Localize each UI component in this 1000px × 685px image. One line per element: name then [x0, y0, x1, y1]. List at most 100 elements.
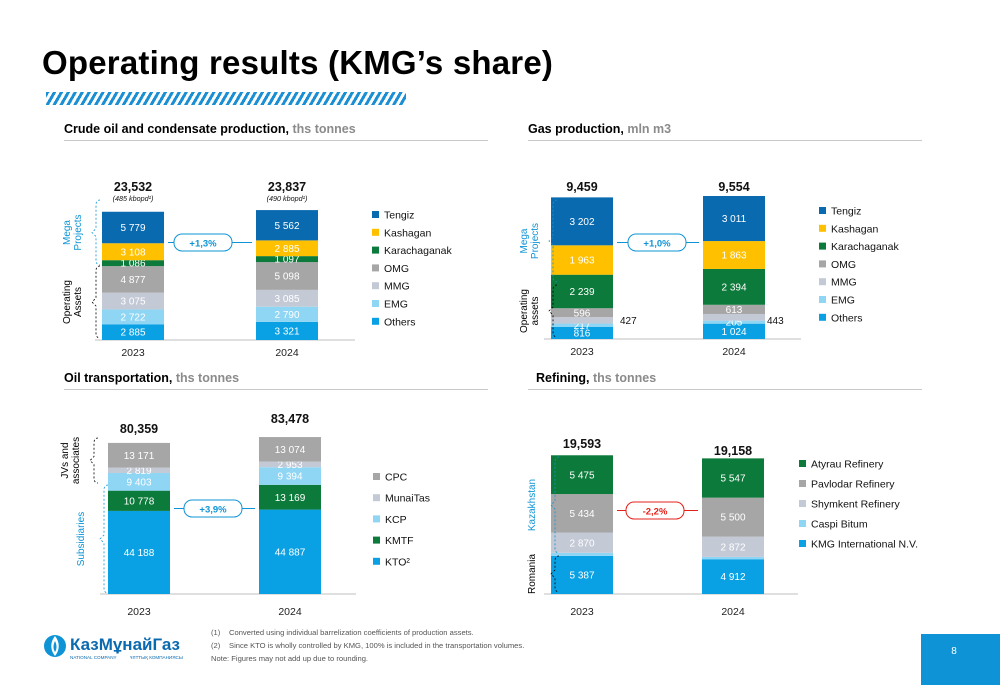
crude-legend-swatch: [372, 211, 379, 218]
gas-legend-swatch: [819, 242, 826, 250]
gas-year-label: 2024: [722, 346, 746, 358]
transport-group-label: Subsidiaries: [76, 512, 87, 566]
crude-data-label: 5 562: [274, 221, 299, 232]
refining-legend-label: Atyrau Refinery: [811, 459, 884, 471]
crude-bar-2023-omg: [102, 266, 164, 293]
refining-group-bracket: [550, 456, 560, 554]
logo-wordmark: КазМұнайГаз: [70, 635, 180, 654]
company-logo: КазМұнайГаз NATIONAL COMPANY ҰЛТТЫҚ КОМП…: [44, 635, 183, 660]
gas-data-label: 1 024: [721, 327, 746, 338]
footnotes: (1) Converted using individual barrelizat…: [211, 626, 524, 665]
refining-bar-2024-kmg-international-n-v-: [702, 559, 764, 594]
refining-bar-2023-pavlodar-refinery: [551, 494, 613, 533]
transport-data-label: 44 188: [124, 548, 155, 559]
crude-legend-swatch: [372, 264, 379, 272]
refining-bar-2024-atyrau-refinery: [702, 458, 764, 498]
crude-total-note: (490 kbopd¹): [267, 194, 308, 203]
gas-section-title: Gas production, mln m3: [528, 122, 672, 136]
gas-group-label: Mega: [519, 228, 530, 253]
crude-total-note: (485 kbopd¹): [113, 194, 154, 203]
refining-data-label: 5 434: [569, 509, 594, 520]
transport-bar-2023-kto-: [108, 510, 170, 594]
transport-total-label: 83,478: [271, 412, 309, 426]
transport-legend-swatch: [373, 536, 380, 544]
transport-group-bracket: [99, 484, 109, 594]
gas-legend-label: Karachaganak: [831, 241, 899, 253]
title-stripe-decoration: [46, 92, 406, 105]
gas-side-label: 427: [620, 316, 637, 327]
gas-data-label: 1 863: [721, 251, 746, 262]
refining-group-label: Kazakhstan: [527, 479, 538, 531]
footnote-note: Note: Figures may not add up due to roun…: [211, 654, 369, 663]
gas-data-label: 613: [726, 305, 743, 316]
crude-legend-swatch: [372, 228, 379, 236]
gas-data-label: 1 963: [569, 256, 594, 267]
transport-total-label: 80,359: [120, 422, 158, 436]
gas-bar-2024-tengiz: [703, 195, 765, 242]
crude-year-label: 2023: [121, 347, 145, 359]
refining-data-label: 4 912: [720, 572, 745, 583]
crude-year-label: 2024: [275, 347, 299, 359]
logo-sub-right: ҰЛТТЫҚ КОМПАНИЯСЫ: [130, 655, 183, 660]
gas-data-label: 217: [574, 321, 591, 332]
crude-section-title: Crude oil and condensate production, ths…: [64, 122, 356, 136]
crude-bar-2024-emg: [256, 306, 318, 322]
gas-legend-label: MMG: [831, 277, 857, 289]
gas-legend-swatch: [819, 224, 826, 232]
crude-change-label: +1,3%: [189, 238, 217, 249]
crude-legend-swatch: [372, 282, 379, 290]
refining-data-label: 5 500: [720, 513, 745, 524]
refining-legend-label: KMG International N.V.: [811, 539, 918, 551]
gas-group-bracket: [548, 284, 558, 338]
gas-group-label: Operating: [519, 289, 530, 333]
transport-legend-label: KMTF: [385, 535, 414, 547]
gas-bar-2024-kashagan: [703, 241, 765, 269]
refining-data-label: 5 547: [720, 474, 745, 485]
gas-group-label: Projects: [530, 223, 541, 259]
gas-side-label: 443: [767, 316, 784, 327]
crude-legend-label: Tengiz: [384, 210, 414, 222]
gas-legend-swatch: [819, 207, 826, 214]
crude-total-label: 23,532: [114, 180, 152, 194]
refining-total-label: 19,593: [563, 437, 601, 451]
footnote-1: (1) Converted using individual barrelizat…: [211, 628, 474, 637]
transport-data-label: 2 819: [126, 466, 151, 477]
gas-bar-2023-emg: [551, 323, 613, 327]
refining-bar-2024-pavlodar-refinery: [702, 497, 764, 537]
transport-bar-2023-kcp: [108, 472, 170, 491]
gas-bar-2024-karachaganak: [703, 268, 765, 305]
crude-legend-label: Karachaganak: [384, 245, 452, 257]
gas-legend-label: OMG: [831, 259, 856, 271]
refining-group-label: Romania: [527, 554, 538, 594]
crude-bar-2023-tengiz: [102, 211, 164, 244]
crude-data-label: 1 097: [274, 255, 299, 266]
crude-data-label: 2 790: [274, 310, 299, 321]
logo-sub-left: NATIONAL COMPANY: [70, 655, 117, 660]
refining-change-label: -2,2%: [643, 506, 668, 517]
crude-legend-label: OMG: [384, 263, 409, 275]
crude-legend-label: Kashagan: [384, 227, 431, 239]
refining-data-label: 2 870: [569, 538, 594, 549]
transport-data-label: 13 169: [275, 493, 306, 504]
gas-bar-2023-others: [551, 326, 613, 339]
crude-data-label: 3 085: [274, 294, 299, 305]
refining-year-label: 2023: [570, 606, 594, 618]
refining-legend-swatch: [799, 500, 806, 507]
gas-section-rule: [528, 140, 922, 141]
transport-group-bracket: [89, 437, 99, 484]
transport-legend-label: MunaiTas: [385, 493, 430, 505]
refining-section-rule: [528, 389, 922, 390]
gas-group-bracket: [548, 199, 558, 283]
crude-bar-2023-emg: [102, 309, 164, 325]
crude-data-label: 2 885: [120, 328, 145, 339]
crude-bar-2023-others: [102, 324, 164, 340]
gas-legend-swatch: [819, 278, 826, 286]
refining-year-label: 2024: [721, 606, 745, 618]
refining-data-label: 5 387: [569, 571, 594, 582]
crude-group-label: Assets: [73, 287, 84, 317]
refining-data-label: 2 872: [720, 542, 745, 553]
refining-bar-2023-kmg-international-n-v-: [551, 555, 613, 594]
transport-data-label: 44 887: [275, 547, 306, 558]
crude-bar-2024-omg: [256, 262, 318, 290]
